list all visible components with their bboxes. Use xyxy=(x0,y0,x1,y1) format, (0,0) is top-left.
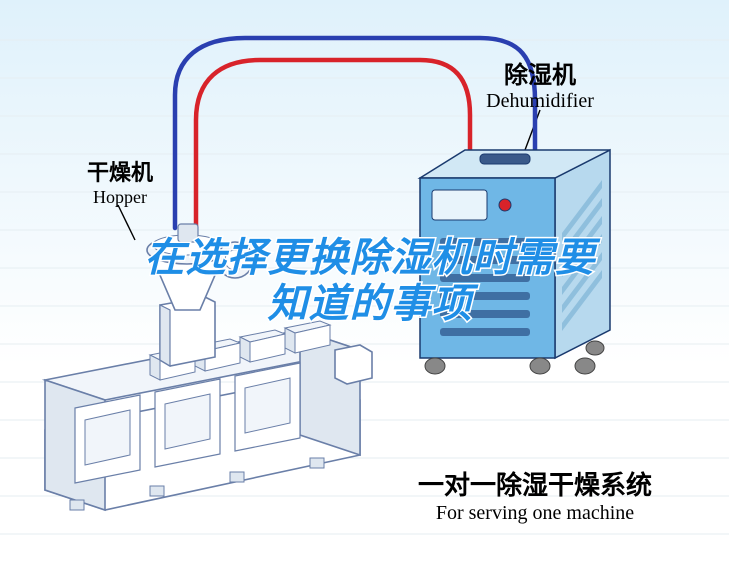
hopper-label-en: Hopper xyxy=(60,187,180,208)
dehumidifier-label: 除湿机 Dehumidifier xyxy=(445,55,635,113)
diagram-stage: 干燥机 Hopper 除湿机 Dehumidifier 一对一除湿干燥系统 Fo… xyxy=(0,0,729,561)
hopper-label-cn: 干燥机 xyxy=(60,155,180,187)
system-label-en: For serving one machine xyxy=(360,502,710,525)
system-label: 一对一除湿干燥系统 For serving one machine xyxy=(360,465,710,525)
system-label-cn: 一对一除湿干燥系统 xyxy=(360,465,710,502)
headline-line2: 知道的事项 xyxy=(90,281,650,327)
dehumidifier-label-cn: 除湿机 xyxy=(445,55,635,90)
dehumidifier-label-en: Dehumidifier xyxy=(445,90,635,113)
headline-overlay: 在选择更换除湿机时需要 知道的事项 xyxy=(90,235,650,327)
headline-line1: 在选择更换除湿机时需要 xyxy=(90,235,650,281)
hopper-label: 干燥机 Hopper xyxy=(60,155,180,208)
